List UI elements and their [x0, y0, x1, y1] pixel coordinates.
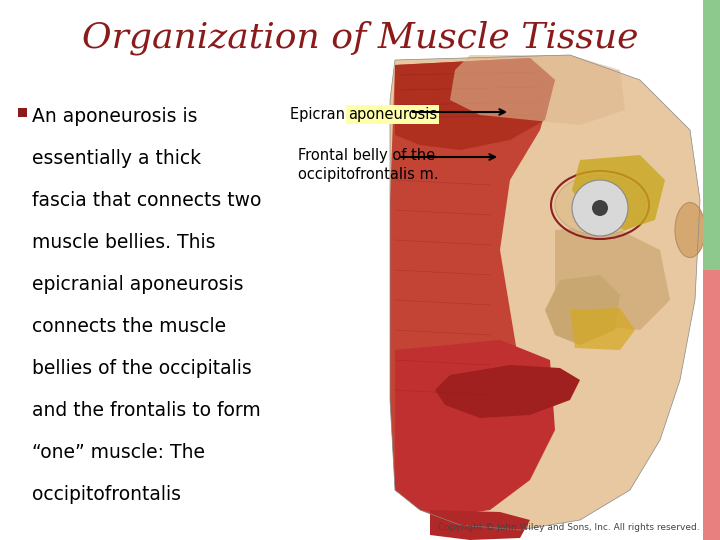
Polygon shape	[395, 58, 555, 150]
Text: occipitofrontalis: occipitofrontalis	[32, 485, 181, 504]
Bar	[703, 270, 720, 540]
Text: fascia that connects two: fascia that connects two	[32, 191, 261, 210]
Text: aponeurosis: aponeurosis	[348, 107, 437, 122]
Circle shape	[572, 180, 628, 236]
Polygon shape	[545, 275, 620, 345]
Text: Organization of Muscle Tissue: Organization of Muscle Tissue	[82, 21, 638, 55]
Text: Epicranial: Epicranial	[290, 107, 367, 122]
Polygon shape	[572, 155, 665, 230]
Circle shape	[592, 200, 608, 216]
Polygon shape	[435, 365, 580, 418]
Polygon shape	[395, 340, 555, 515]
Bar	[703, 0, 720, 270]
Ellipse shape	[555, 175, 645, 235]
Polygon shape	[570, 308, 635, 350]
Ellipse shape	[675, 202, 705, 258]
Text: “one” muscle: The: “one” muscle: The	[32, 443, 205, 462]
Text: Frontal belly of the
occipitofrontalis m.: Frontal belly of the occipitofrontalis m…	[298, 148, 438, 182]
Text: and the frontalis to form: and the frontalis to form	[32, 401, 261, 420]
Text: connects the muscle: connects the muscle	[32, 317, 226, 336]
Text: Copyright © John Wiley and Sons, Inc. All rights reserved.: Copyright © John Wiley and Sons, Inc. Al…	[438, 523, 700, 532]
Polygon shape	[450, 55, 625, 125]
Text: epicranial aponeurosis: epicranial aponeurosis	[32, 275, 243, 294]
Polygon shape	[390, 58, 555, 525]
Polygon shape	[430, 510, 530, 540]
Text: An aponeurosis is: An aponeurosis is	[32, 107, 197, 126]
Text: essentially a thick: essentially a thick	[32, 149, 201, 168]
Text: bellies of the occipitalis: bellies of the occipitalis	[32, 359, 252, 378]
Polygon shape	[555, 225, 670, 330]
Polygon shape	[390, 55, 700, 530]
Text: muscle bellies. This: muscle bellies. This	[32, 233, 215, 252]
Bar	[18, 108, 27, 117]
